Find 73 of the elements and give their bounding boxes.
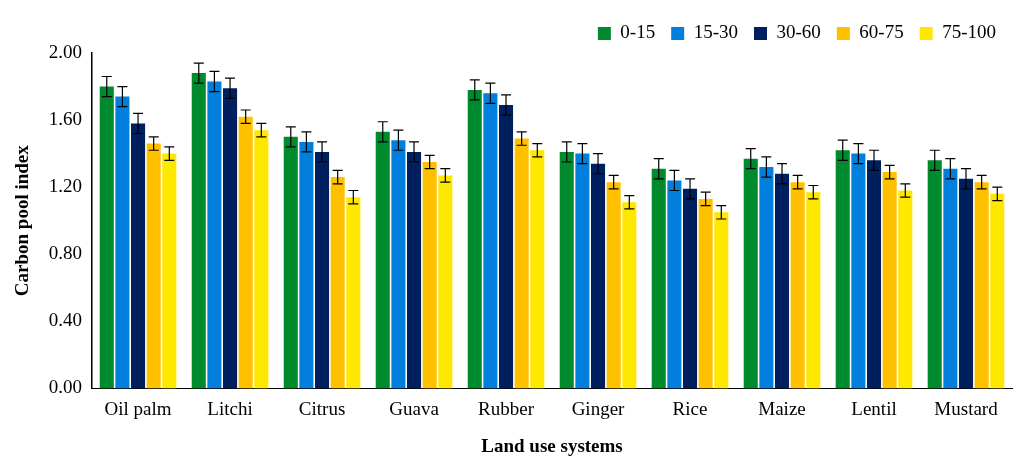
y-tick-label: 0.80	[48, 242, 83, 264]
y-tick-label: 1.20	[48, 175, 83, 197]
bar	[714, 212, 729, 389]
bar	[835, 150, 850, 389]
bar	[330, 177, 345, 389]
bar	[223, 88, 238, 389]
bar	[514, 138, 529, 389]
bar	[698, 198, 713, 389]
bar	[606, 182, 621, 389]
bar	[238, 116, 253, 389]
bar	[467, 89, 482, 389]
bar	[990, 193, 1005, 389]
bar	[974, 182, 989, 389]
x-axis-title: Land use systems	[481, 434, 623, 456]
legend-label: 0-15	[620, 21, 656, 43]
bar	[943, 168, 958, 389]
bar	[559, 151, 574, 389]
bar	[146, 143, 161, 389]
bar	[315, 151, 330, 389]
bar	[743, 158, 758, 389]
bar	[115, 96, 130, 389]
bar	[422, 162, 437, 389]
bar	[254, 130, 269, 389]
bar	[759, 167, 774, 389]
bar	[622, 202, 637, 389]
bar	[99, 86, 114, 389]
bar	[407, 151, 422, 389]
bar	[391, 140, 406, 389]
bar	[851, 153, 866, 389]
x-tick-label: Citrus	[298, 397, 346, 419]
legend-label: 75-100	[942, 21, 996, 43]
y-tick-label: 1.60	[48, 108, 83, 130]
x-tick-label: Oil palm	[104, 397, 172, 419]
bar	[207, 81, 222, 389]
legend-label: 15-30	[693, 21, 739, 43]
bar	[774, 173, 790, 389]
bar	[790, 182, 805, 389]
y-axis-title: Carbon pool index	[11, 144, 33, 297]
x-tick-label: Ginger	[571, 397, 626, 419]
bar	[131, 123, 146, 389]
x-tick-label: Lentil	[851, 397, 897, 419]
x-tick-label: Rice	[672, 397, 708, 419]
bar	[590, 163, 606, 389]
y-tick-label: 0.00	[48, 376, 83, 398]
y-tick-label: 0.40	[48, 309, 83, 331]
bar	[682, 188, 698, 389]
bar	[958, 178, 974, 389]
x-tick-label: Rubber	[478, 397, 535, 419]
x-tick-label: Maize	[758, 397, 806, 419]
bar	[483, 93, 498, 389]
bar	[530, 150, 545, 389]
bar	[806, 192, 821, 389]
bar	[651, 168, 666, 389]
legend-label: 30-60	[776, 21, 821, 43]
y-tick-label: 2.00	[48, 40, 83, 62]
bar	[498, 104, 514, 389]
bar	[375, 131, 390, 389]
bar	[346, 197, 361, 389]
bar	[667, 180, 682, 389]
bar	[866, 160, 882, 389]
bar	[299, 141, 314, 389]
x-tick-label: Guava	[389, 397, 440, 419]
x-tick-label: Mustard	[934, 397, 999, 419]
bar	[898, 190, 913, 389]
bar	[927, 160, 942, 389]
legend-label: 60-75	[859, 21, 904, 43]
bar	[882, 172, 897, 389]
bar	[575, 153, 590, 389]
bar	[191, 73, 206, 389]
bar	[438, 175, 453, 389]
x-tick-label: Litchi	[207, 397, 253, 419]
bar	[283, 136, 298, 389]
bar	[162, 153, 177, 389]
